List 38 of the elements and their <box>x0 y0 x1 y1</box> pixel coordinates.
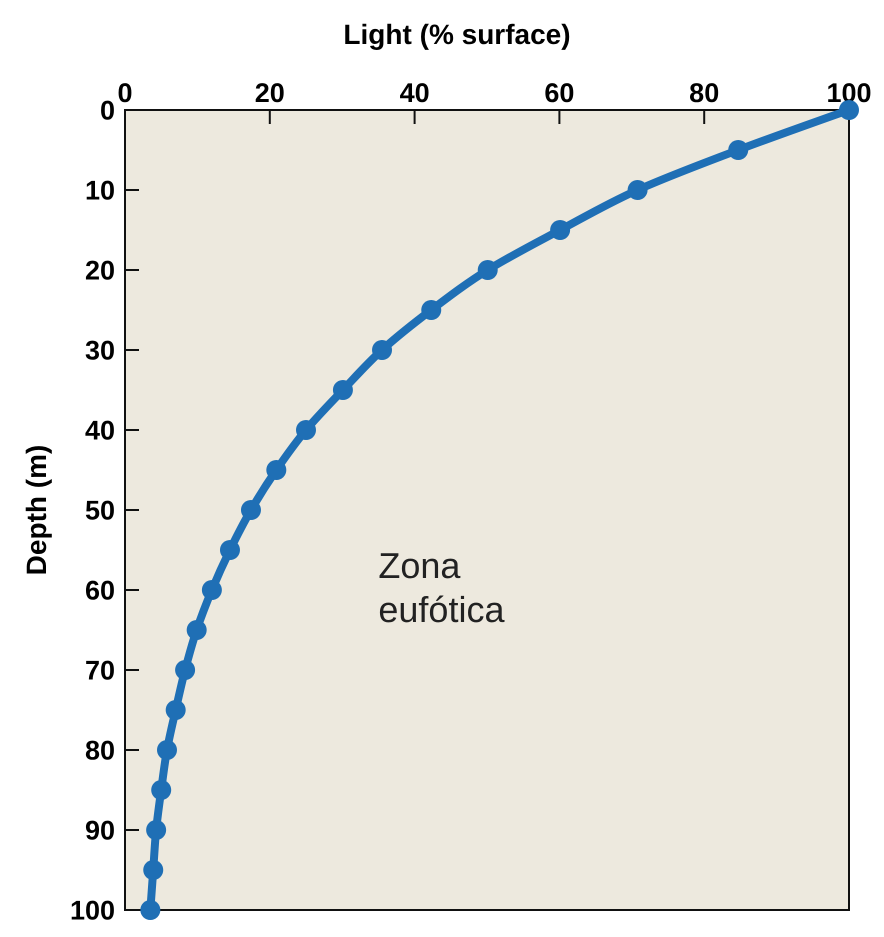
x-tick-label: 80 <box>689 78 720 108</box>
y-tick-label: 70 <box>84 655 115 686</box>
point <box>728 140 748 160</box>
y-tick-label: 100 <box>70 895 115 926</box>
y-tick-label: 20 <box>84 255 115 286</box>
point <box>240 500 261 520</box>
point <box>140 900 160 920</box>
point <box>151 780 172 800</box>
x-axis-title: Light (% surface) <box>343 19 571 50</box>
point <box>478 260 498 280</box>
x-tick-label: 100 <box>826 78 872 108</box>
point <box>266 460 286 480</box>
point <box>220 540 240 560</box>
y-tick-label: 30 <box>84 335 115 366</box>
point <box>175 660 196 680</box>
point <box>186 620 207 640</box>
x-tick-label: 40 <box>400 78 430 108</box>
point <box>156 740 177 760</box>
y-tick-label: 80 <box>84 735 115 766</box>
point <box>550 220 570 240</box>
point <box>372 340 392 360</box>
point <box>421 300 442 320</box>
point <box>628 180 648 200</box>
point <box>296 420 316 440</box>
y-tick-label: 10 <box>84 175 115 206</box>
point <box>146 820 166 840</box>
y-tick-label: 50 <box>84 495 115 526</box>
annotation: Zona eufótica <box>378 545 506 630</box>
point <box>166 700 186 720</box>
x-tick-label: 20 <box>254 78 285 108</box>
point <box>143 860 164 880</box>
y-tick-label: 40 <box>84 415 115 446</box>
point <box>202 580 222 600</box>
y-tick-label: 60 <box>84 575 115 606</box>
y-tick-label: 90 <box>84 815 115 846</box>
x-tick-label: 60 <box>544 78 574 108</box>
point <box>332 380 353 400</box>
y-axis-title: Depth (m) <box>21 444 52 576</box>
